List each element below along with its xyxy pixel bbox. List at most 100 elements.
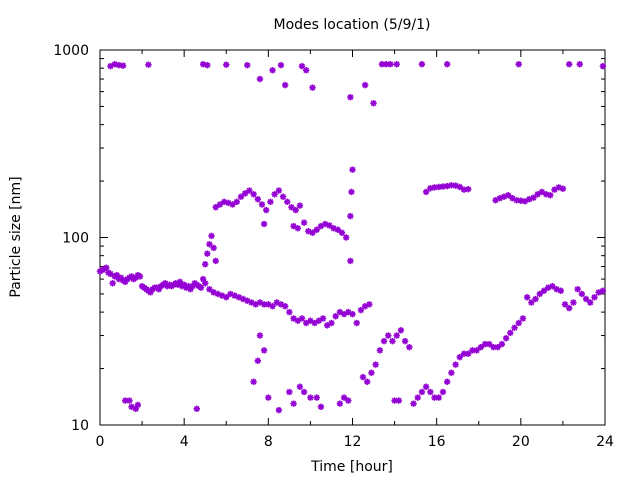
data-point xyxy=(275,187,283,194)
data-point xyxy=(134,401,142,409)
data-point xyxy=(494,343,501,351)
data-point xyxy=(345,397,352,404)
data-point xyxy=(303,67,310,74)
data-point xyxy=(298,62,306,70)
data-point xyxy=(391,397,398,404)
x-tick-label: 8 xyxy=(264,434,273,450)
data-point xyxy=(414,394,421,401)
data-point xyxy=(349,166,356,173)
data-point xyxy=(256,75,264,83)
y-tick-label: 100 xyxy=(62,231,89,247)
data-point xyxy=(254,357,262,364)
data-point xyxy=(223,61,230,68)
data-point xyxy=(456,183,464,191)
data-point xyxy=(256,332,264,339)
data-point xyxy=(401,337,409,345)
data-point xyxy=(566,304,573,312)
data-point xyxy=(281,81,289,89)
data-point xyxy=(103,264,110,271)
data-point xyxy=(286,388,293,396)
data-point xyxy=(410,400,417,407)
data-point xyxy=(309,84,316,91)
data-point xyxy=(197,284,205,291)
data-point xyxy=(532,295,539,303)
data-point xyxy=(376,347,384,354)
data-points xyxy=(96,60,607,414)
data-point xyxy=(317,403,325,411)
data-point xyxy=(387,60,394,68)
data-point xyxy=(126,397,133,404)
data-point xyxy=(307,394,314,401)
data-point xyxy=(296,202,304,209)
data-point xyxy=(397,327,405,334)
data-point xyxy=(273,299,280,306)
x-axis: 0 4 8 12 16 20 24 xyxy=(96,50,614,450)
data-point xyxy=(361,81,369,89)
data-point xyxy=(418,388,426,396)
data-point xyxy=(393,60,400,68)
data-point xyxy=(559,185,567,192)
data-point xyxy=(229,201,236,208)
data-point xyxy=(292,206,299,214)
data-point xyxy=(300,219,308,226)
x-tick-label: 4 xyxy=(180,434,189,450)
data-point xyxy=(288,204,295,211)
x-tick-label: 16 xyxy=(428,434,446,450)
data-point xyxy=(250,191,257,198)
data-point xyxy=(357,306,365,314)
data-point xyxy=(523,294,531,301)
data-point xyxy=(300,388,308,396)
x-axis-label: Time [hour] xyxy=(310,459,393,475)
data-point xyxy=(418,60,426,68)
data-point xyxy=(269,303,276,310)
data-point xyxy=(498,340,506,348)
data-point xyxy=(334,226,341,233)
data-point xyxy=(349,310,356,318)
data-point xyxy=(275,406,283,414)
x-tick-label: 20 xyxy=(512,434,530,450)
y-axis: 10 100 1000 xyxy=(53,43,605,434)
data-point xyxy=(107,270,114,278)
data-point xyxy=(241,190,249,197)
data-point xyxy=(515,60,522,68)
data-point xyxy=(443,378,451,385)
data-point xyxy=(119,62,127,69)
data-point xyxy=(216,201,224,208)
data-point xyxy=(443,60,451,68)
data-point xyxy=(267,198,274,206)
data-point xyxy=(263,206,270,214)
chart-title: Modes location (5/9/1) xyxy=(274,17,431,33)
x-tick-label: 12 xyxy=(344,434,362,450)
data-point xyxy=(528,299,535,306)
data-point xyxy=(260,301,268,308)
data-point xyxy=(321,220,329,228)
data-point xyxy=(212,257,219,265)
data-point xyxy=(557,287,565,294)
data-point xyxy=(540,287,548,294)
data-point xyxy=(511,324,518,331)
data-point xyxy=(515,319,522,327)
data-point xyxy=(587,299,594,306)
data-point xyxy=(359,373,367,381)
data-point xyxy=(364,378,371,385)
data-point xyxy=(250,378,257,385)
data-point xyxy=(290,400,297,407)
data-point xyxy=(145,61,152,68)
x-tick-label: 0 xyxy=(96,434,105,450)
data-point xyxy=(340,394,348,401)
data-point xyxy=(519,315,527,322)
plot-border xyxy=(99,49,606,426)
data-point xyxy=(338,229,346,236)
y-tick-label: 10 xyxy=(71,418,89,434)
data-point xyxy=(204,250,211,257)
data-point xyxy=(210,244,217,252)
data-point xyxy=(326,222,333,229)
data-point xyxy=(324,322,331,329)
data-point xyxy=(313,394,320,401)
data-point xyxy=(284,198,291,206)
data-point xyxy=(502,335,510,342)
data-point xyxy=(547,192,554,199)
data-point xyxy=(254,196,262,203)
data-point xyxy=(549,282,556,290)
data-point xyxy=(389,337,396,345)
